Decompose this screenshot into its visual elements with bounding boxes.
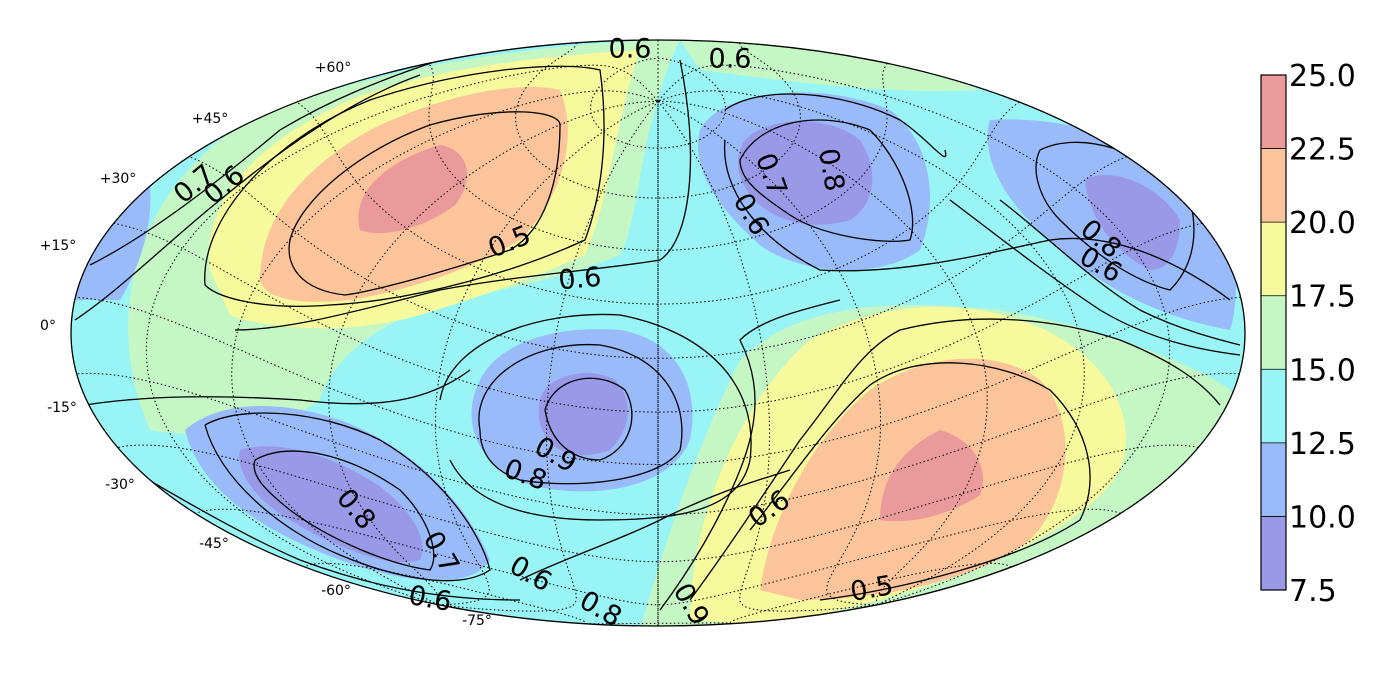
latitude-tick-label: +45° — [192, 111, 229, 127]
colorbar-tick-label: 25.0 — [1289, 59, 1356, 94]
latitude-tick-label: +60° — [315, 60, 352, 76]
contour-line — [204, 412, 491, 582]
contour-line — [204, 65, 605, 307]
graticule-meridian — [657, 90, 1085, 606]
colorbar-segment — [1261, 369, 1286, 443]
graticule-meridian — [231, 90, 659, 606]
fill-region-purple-east — [1085, 174, 1180, 270]
latitude-tick-label: -15° — [47, 400, 77, 416]
contour-label: 0.6 — [557, 262, 602, 297]
contour-line — [999, 199, 1241, 346]
contour-line — [749, 362, 1091, 601]
map-contour-lines — [74, 59, 1241, 611]
contour-line — [739, 119, 914, 242]
contour-line — [659, 299, 841, 611]
contour-label: 0.5 — [848, 570, 896, 608]
contour-line — [723, 139, 1231, 301]
graticule-meridian — [657, 100, 878, 612]
colorbar-segment — [1261, 442, 1286, 517]
colorbar-tick-label: 12.5 — [1289, 427, 1356, 462]
contour-line — [84, 369, 471, 406]
latitude-tick-label: -60° — [321, 583, 351, 599]
map-boundary — [70, 39, 1246, 627]
graticule-parallel — [515, 42, 801, 199]
contour-label: 0.6 — [406, 580, 454, 618]
colorbar-segment — [1261, 295, 1286, 370]
latitude-tick-label: -45° — [199, 536, 229, 552]
contour-line — [439, 313, 752, 521]
colorbar-tick-label: 7.5 — [1289, 574, 1337, 609]
colorbar-tick-label: 20.0 — [1289, 206, 1356, 241]
graticule-meridian — [657, 100, 988, 605]
fill-region-purple-northeast — [738, 121, 873, 225]
fill-region-red-south — [880, 430, 984, 522]
contour-label: 0.6 — [709, 44, 752, 75]
contour-line — [234, 59, 692, 331]
latitude-tick-label: -30° — [105, 477, 135, 493]
colorbar-tick-label: 15.0 — [1289, 353, 1356, 388]
graticule-meridian — [438, 101, 659, 626]
colorbar-tick-label: 22.5 — [1289, 133, 1356, 168]
colorbar-tick-label: 10.0 — [1289, 500, 1356, 535]
latitude-tick-label: -75° — [462, 613, 492, 629]
contour-line — [288, 111, 561, 296]
latitude-tick-label: 0° — [40, 318, 56, 334]
colorbar-tick-label: 17.5 — [1289, 280, 1356, 315]
latitude-tick-label: +30° — [100, 171, 137, 187]
map-filled-contours — [71, 40, 1245, 626]
contour-line — [89, 59, 441, 266]
fill-region-green-northeast — [680, 40, 980, 91]
contour-line — [949, 199, 1241, 356]
contour-label: 0.8 — [812, 146, 850, 194]
graticule-meridian — [438, 100, 659, 612]
colorbar-segment — [1261, 516, 1286, 590]
colorbar: 25.0 22.5 20.0 17.5 15.0 12.5 10.0 7.5 — [1260, 59, 1356, 609]
graticule-meridian — [657, 100, 882, 606]
contour-label: 0.6 — [609, 34, 652, 65]
contour-line — [689, 318, 1221, 601]
fill-region-red-west — [358, 145, 467, 234]
contour-line — [544, 377, 633, 461]
colorbar-segment — [1261, 75, 1286, 149]
fill-region-purple-center — [538, 372, 628, 455]
contour-line — [478, 343, 683, 485]
contour-line — [519, 469, 791, 581]
contour-line — [74, 74, 421, 321]
colorbar-segment — [1261, 222, 1286, 296]
graticule-meridian — [434, 100, 659, 606]
latitude-tick-label: +15° — [40, 238, 77, 254]
latitude-tick-labels: +60° +45° +30° +15° 0° -15° -30° -45° -60° -75° — [40, 60, 492, 629]
fill-region-purple-southwest — [239, 446, 423, 563]
colorbar-segment — [1261, 148, 1286, 223]
graticule-meridian — [328, 100, 659, 605]
